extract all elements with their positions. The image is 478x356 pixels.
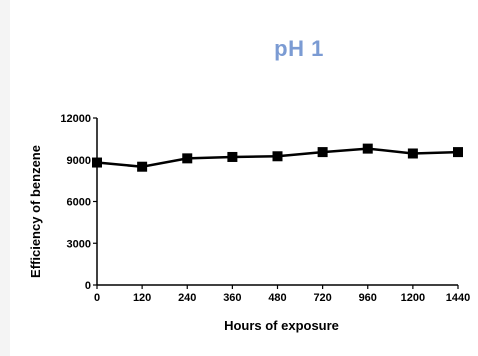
x-tick-label: 720 — [313, 292, 331, 304]
data-point-marker — [227, 151, 238, 162]
data-point-marker — [453, 147, 463, 158]
data-point-marker — [137, 161, 148, 172]
x-tick-label: 120 — [133, 292, 151, 304]
y-tick-label: 0 — [85, 280, 91, 292]
y-axis-title: Efficiency of benzene — [28, 145, 43, 278]
data-point-marker — [407, 148, 418, 159]
x-tick-label: 480 — [268, 292, 286, 304]
left-margin-strip — [0, 0, 10, 356]
data-point-marker — [182, 153, 193, 164]
chart-ticks: 0 3000 6000 9000 12000 0 120 240 360 480 720 960 120… — [60, 113, 470, 304]
x-tick-label: 960 — [359, 292, 377, 304]
x-tick-label: 1200 — [401, 292, 425, 304]
y-tick-label: 6000 — [67, 197, 91, 209]
data-point-marker — [92, 157, 102, 168]
x-tick-label: 240 — [178, 292, 196, 304]
y-tick-label: 9000 — [67, 155, 91, 167]
chart-series — [92, 143, 463, 172]
x-tick-label: 0 — [94, 292, 100, 304]
y-tick-label: 12000 — [60, 113, 91, 125]
chart-title: pH 1 — [274, 36, 324, 61]
data-point-marker — [272, 151, 283, 162]
data-point-marker — [317, 147, 328, 158]
x-tick-label: 1440 — [446, 292, 470, 304]
x-axis-title: Hours of exposure — [224, 318, 339, 333]
x-tick-label: 360 — [223, 292, 241, 304]
data-point-marker — [362, 143, 373, 154]
y-tick-label: 3000 — [67, 238, 91, 250]
chart-axes — [96, 118, 458, 286]
